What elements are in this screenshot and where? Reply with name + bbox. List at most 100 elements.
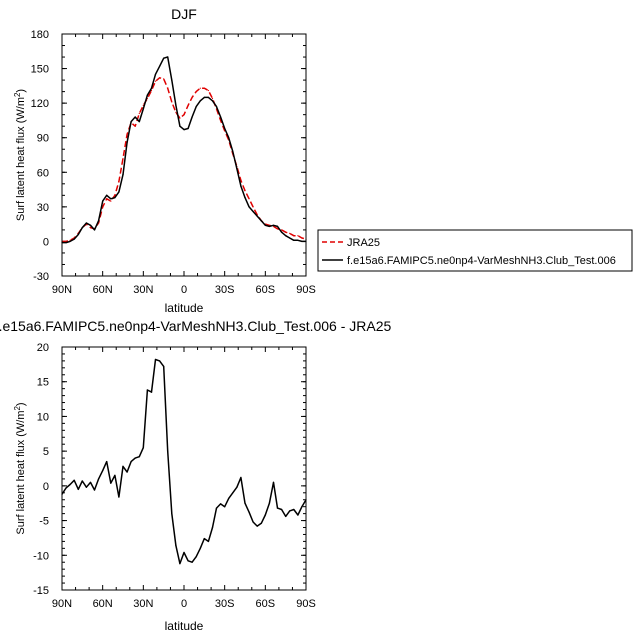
data-point	[207, 89, 209, 92]
data-point	[118, 180, 120, 183]
legend-label: f.e15a6.FAMIPC5.ne0np4-VarMeshNH3.Club_T…	[347, 255, 616, 267]
legend: JRA25 f.e15a6.FAMIPC5.ne0np4-VarMeshNH3.C…	[317, 229, 633, 272]
x-tick-label: 60N	[93, 598, 113, 610]
data-point	[138, 112, 140, 115]
data-point	[146, 389, 148, 391]
data-point	[236, 486, 238, 488]
data-point	[85, 222, 87, 224]
data-point	[118, 191, 120, 193]
data-point	[244, 190, 246, 192]
data-point	[191, 96, 193, 98]
series-line-1	[61, 358, 307, 565]
data-point	[171, 101, 173, 103]
x-tick-label: 90S	[296, 598, 316, 610]
data-point	[297, 235, 299, 237]
data-point	[203, 96, 205, 98]
data-point	[215, 106, 218, 108]
data-point	[183, 129, 185, 131]
data-point	[159, 77, 161, 79]
chart-title: f.e15a6.FAMIPC5.ne0np4-VarMeshNH3.Club_T…	[0, 318, 392, 334]
data-point	[240, 185, 242, 187]
data-point	[248, 511, 250, 513]
data-point	[248, 206, 250, 208]
data-point	[138, 456, 140, 458]
data-point	[236, 168, 238, 170]
data-point	[232, 492, 234, 494]
y-tick-label: 120	[31, 98, 49, 110]
x-axis-label: latitude	[165, 301, 204, 315]
data-point	[167, 87, 169, 89]
data-point	[142, 108, 144, 110]
data-point	[163, 365, 165, 367]
data-point	[224, 127, 226, 130]
data-point	[126, 471, 128, 473]
data-point	[122, 465, 124, 467]
x-tick-label: 0	[181, 598, 187, 610]
data-point	[142, 447, 144, 449]
data-point	[150, 87, 153, 89]
data-point	[159, 65, 161, 67]
y-tick-label: 0	[43, 481, 49, 493]
data-point	[281, 229, 283, 231]
data-point	[276, 225, 279, 227]
data-point	[297, 239, 299, 241]
data-point	[268, 225, 270, 227]
data-point	[179, 117, 181, 119]
data-point	[281, 508, 283, 511]
data-point	[163, 78, 165, 80]
x-tick-label: 30S	[215, 598, 235, 610]
data-point	[211, 97, 214, 100]
y-tick-label: 180	[31, 29, 49, 41]
data-point	[179, 563, 181, 565]
data-point	[77, 233, 79, 236]
plot-frame	[61, 346, 307, 591]
data-point	[65, 242, 67, 244]
data-point	[150, 89, 153, 92]
legend-box	[317, 229, 633, 272]
data-point	[289, 510, 291, 512]
data-point	[130, 461, 132, 463]
data-point	[228, 137, 230, 139]
data-point	[89, 227, 92, 229]
data-point	[252, 521, 254, 523]
y-tick-label: 90	[37, 133, 49, 145]
data-point	[260, 522, 262, 524]
data-point	[199, 100, 201, 102]
data-point	[252, 210, 254, 213]
y-axis-label: Surf latent heat flux (W/m2)	[13, 89, 27, 221]
data-point	[122, 174, 124, 176]
y-axis-label: Surf latent heat flux (W/m2)	[13, 402, 27, 534]
series-line-1	[62, 77, 307, 243]
y-tick-label: -15	[33, 585, 49, 597]
chart-panel-1: DJF 90N 60N 30N 0 30S 60S 90S -30 0 30 60 90 120 150 18…	[13, 6, 633, 315]
data-point	[285, 235, 287, 237]
data-point	[203, 87, 205, 89]
data-point	[89, 224, 92, 226]
data-point	[154, 358, 157, 361]
data-point	[110, 482, 112, 484]
data-point	[114, 197, 116, 199]
data-point	[150, 391, 153, 393]
data-point	[146, 94, 148, 96]
data-point	[98, 478, 100, 480]
data-point	[195, 106, 197, 108]
y-tick-label: -30	[33, 271, 49, 283]
data-point	[220, 503, 222, 505]
data-point	[244, 197, 246, 199]
data-point	[183, 114, 185, 116]
data-point	[244, 502, 246, 504]
data-point	[207, 540, 209, 543]
x-tick-label: 30N	[133, 598, 153, 610]
data-point	[69, 240, 71, 242]
y-tick-label: -10	[33, 550, 49, 562]
y-tick-label: 15	[37, 377, 49, 389]
data-point	[159, 360, 161, 362]
data-point	[106, 461, 108, 463]
data-point	[285, 515, 287, 518]
y-tick-label: 150	[31, 64, 49, 76]
data-point	[293, 508, 295, 511]
data-point	[65, 240, 67, 242]
data-point	[248, 198, 250, 200]
data-point	[134, 116, 136, 118]
legend-label: JRA25	[347, 237, 380, 249]
